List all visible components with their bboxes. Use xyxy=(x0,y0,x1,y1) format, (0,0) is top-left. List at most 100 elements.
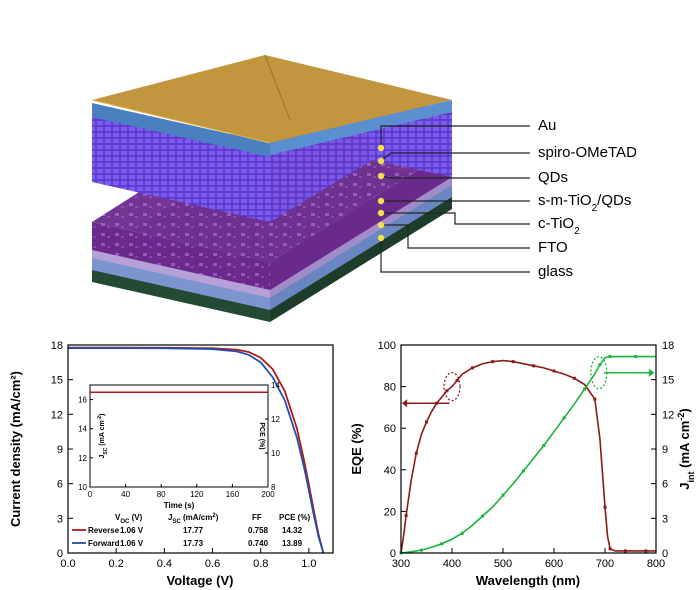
eqe-point-eqe-24 xyxy=(572,376,576,380)
eqe-xtick-label-0: 300 xyxy=(392,558,410,570)
jv-xtick-label-3: 0.6 xyxy=(205,558,220,570)
eqe-point-eqe-2 xyxy=(404,514,408,518)
table-header-voc: VOC (V) xyxy=(115,513,143,525)
layer-marker-0 xyxy=(377,144,385,152)
layer-label-2: QDs xyxy=(538,169,568,186)
inset-ytick-left-label-1: 12 xyxy=(78,454,87,463)
inset-xtick-label-5: 200 xyxy=(261,490,275,499)
inset-xtick-label-2: 80 xyxy=(157,490,166,499)
eqe-point-jint-4 xyxy=(440,542,444,546)
table-jsc-0: 17.77 xyxy=(183,526,204,535)
eqe-series-eqe xyxy=(400,359,656,554)
eqe-ytick-right-label-5: 15 xyxy=(662,375,674,387)
eqe-point-jint-20 xyxy=(598,363,602,367)
jv-performance-table: VOC (V) JSC (mA/cm2) FF PCE (%) Reverse 1… xyxy=(72,513,310,548)
table-jsc-1: 17.73 xyxy=(183,539,204,548)
eqe-ylabel-right: Jint (mA cm-2) xyxy=(676,408,696,489)
eqe-ytick-left-label-4: 80 xyxy=(384,382,396,394)
leader-line-2 xyxy=(380,175,530,179)
layer-marker-2 xyxy=(377,172,385,180)
eqe-xlabel: Wavelength (nm) xyxy=(476,573,580,588)
eqe-xtick-label-2: 500 xyxy=(494,558,512,570)
eqe-point-jint-22 xyxy=(608,355,612,359)
layer-label-4: c-TiO2 xyxy=(538,215,580,237)
eqe-point-jint-16 xyxy=(562,416,566,420)
jv-xlabel: Voltage (V) xyxy=(167,573,234,588)
inset-xtick-label-0: 0 xyxy=(88,490,93,499)
eqe-point-eqe-14 xyxy=(470,366,474,370)
eqe-ytick-right-label-1: 3 xyxy=(662,513,668,525)
eqe-chart: 300 400 500 600 700 8000204060801000369121518… xyxy=(349,340,696,588)
eqe-ytick-left-label-0: 0 xyxy=(390,548,396,560)
eqe-point-jint-10 xyxy=(501,493,505,497)
table-header-pce: PCE (%) xyxy=(279,513,310,522)
table-ff-0: 0.758 xyxy=(248,526,269,535)
legend-label-reverse: Reverse xyxy=(88,526,120,535)
jv-ytick-label-1: 3 xyxy=(57,513,63,525)
eqe-point-eqe-22 xyxy=(552,369,556,373)
eqe-point-jint-14 xyxy=(542,444,546,448)
layer-label-1: spiro-OMeTAD xyxy=(538,144,637,161)
eqe-annotation-ellipse-left xyxy=(443,371,461,402)
eqe-ytick-left-label-1: 20 xyxy=(384,506,396,518)
layer-leader-lines xyxy=(377,125,530,273)
inset-ytick-left-label-0: 10 xyxy=(78,483,87,492)
eqe-point-jint-18 xyxy=(583,387,587,391)
eqe-ytick-right-label-3: 9 xyxy=(662,444,668,456)
jv-chart: 0.0 0.2 0.4 0.6 0.8 1.0 0 3 6 9 12 15 18 Voltage (V)… xyxy=(8,340,334,588)
jv-ytick-label-5: 15 xyxy=(51,375,63,387)
eqe-point-jint-2 xyxy=(419,548,423,552)
jv-xtick-label-5: 1.0 xyxy=(301,558,316,570)
eqe-point-eqe-18 xyxy=(511,360,515,364)
inset-xtick-label-3: 120 xyxy=(190,490,204,499)
eqe-point-eqe-4 xyxy=(414,451,418,455)
eqe-xtick-label-1: 400 xyxy=(443,558,461,570)
inset-ylabel-left: JSC (mA cm-2) xyxy=(97,413,109,458)
layer-marker-3 xyxy=(377,197,385,205)
leader-line-1 xyxy=(380,152,530,162)
inset-ytick-right-label-0: 8 xyxy=(271,483,276,492)
eqe-ytick-left-label-5: 100 xyxy=(378,340,396,352)
inset-ytick-left-label-2: 14 xyxy=(78,425,87,434)
eqe-point-eqe-32 xyxy=(623,549,627,553)
jv-plot-frame xyxy=(67,344,334,554)
jv-series-forward xyxy=(68,347,325,554)
layer-label-6: glass xyxy=(538,263,573,280)
jv-xtick-label-0: 0.0 xyxy=(60,558,75,570)
jv-xtick-label-2: 0.4 xyxy=(157,558,172,570)
eqe-ylabel-left: EQE (%) xyxy=(349,423,364,474)
eqe-point-jint-6 xyxy=(460,531,464,535)
table-header-jsc: JSC (mA/cm2) xyxy=(168,513,219,525)
eqe-point-eqe-6 xyxy=(425,420,428,424)
table-header-ff: FF xyxy=(252,513,262,522)
layer-c-tio2 xyxy=(92,175,452,298)
eqe-ytick-left-label-3: 60 xyxy=(384,423,396,435)
eqe-point-eqe-20 xyxy=(532,364,536,368)
eqe-series-group xyxy=(399,355,656,555)
eqe-ytick-right-label-0: 0 xyxy=(662,548,668,560)
eqe-point-eqe-26 xyxy=(593,397,597,401)
table-ff-1: 0.740 xyxy=(248,539,269,548)
layer-marker-6 xyxy=(377,234,385,242)
layer-marker-1 xyxy=(377,157,385,165)
eqe-xtick-label-4: 700 xyxy=(596,558,614,570)
jv-ytick-label-6: 18 xyxy=(51,340,63,352)
inset-ytick-right-label-2: 12 xyxy=(271,415,280,424)
table-rows: Reverse 1.06 V 17.77 0.758 14.32 Forward 1.06 … xyxy=(72,526,303,548)
eqe-annotation-arrowhead-left xyxy=(402,399,408,408)
eqe-point-jint-12 xyxy=(521,469,525,473)
eqe-annotations xyxy=(402,356,655,408)
layer-label-0: Au xyxy=(538,117,556,134)
jv-ytick-label-4: 12 xyxy=(51,409,63,421)
eqe-point-jint-8 xyxy=(481,514,485,518)
layer-marker-4 xyxy=(377,209,385,217)
eqe-point-eqe-30 xyxy=(608,547,612,551)
eqe-point-eqe-10 xyxy=(445,389,449,393)
leader-line-4 xyxy=(381,212,530,225)
leader-line-0 xyxy=(380,125,530,148)
table-voc-1: 1.06 V xyxy=(120,539,144,548)
jv-xtick-label-1: 0.2 xyxy=(109,558,124,570)
leader-line-6 xyxy=(380,238,530,273)
eqe-ytick-left-label-2: 40 xyxy=(384,465,396,477)
